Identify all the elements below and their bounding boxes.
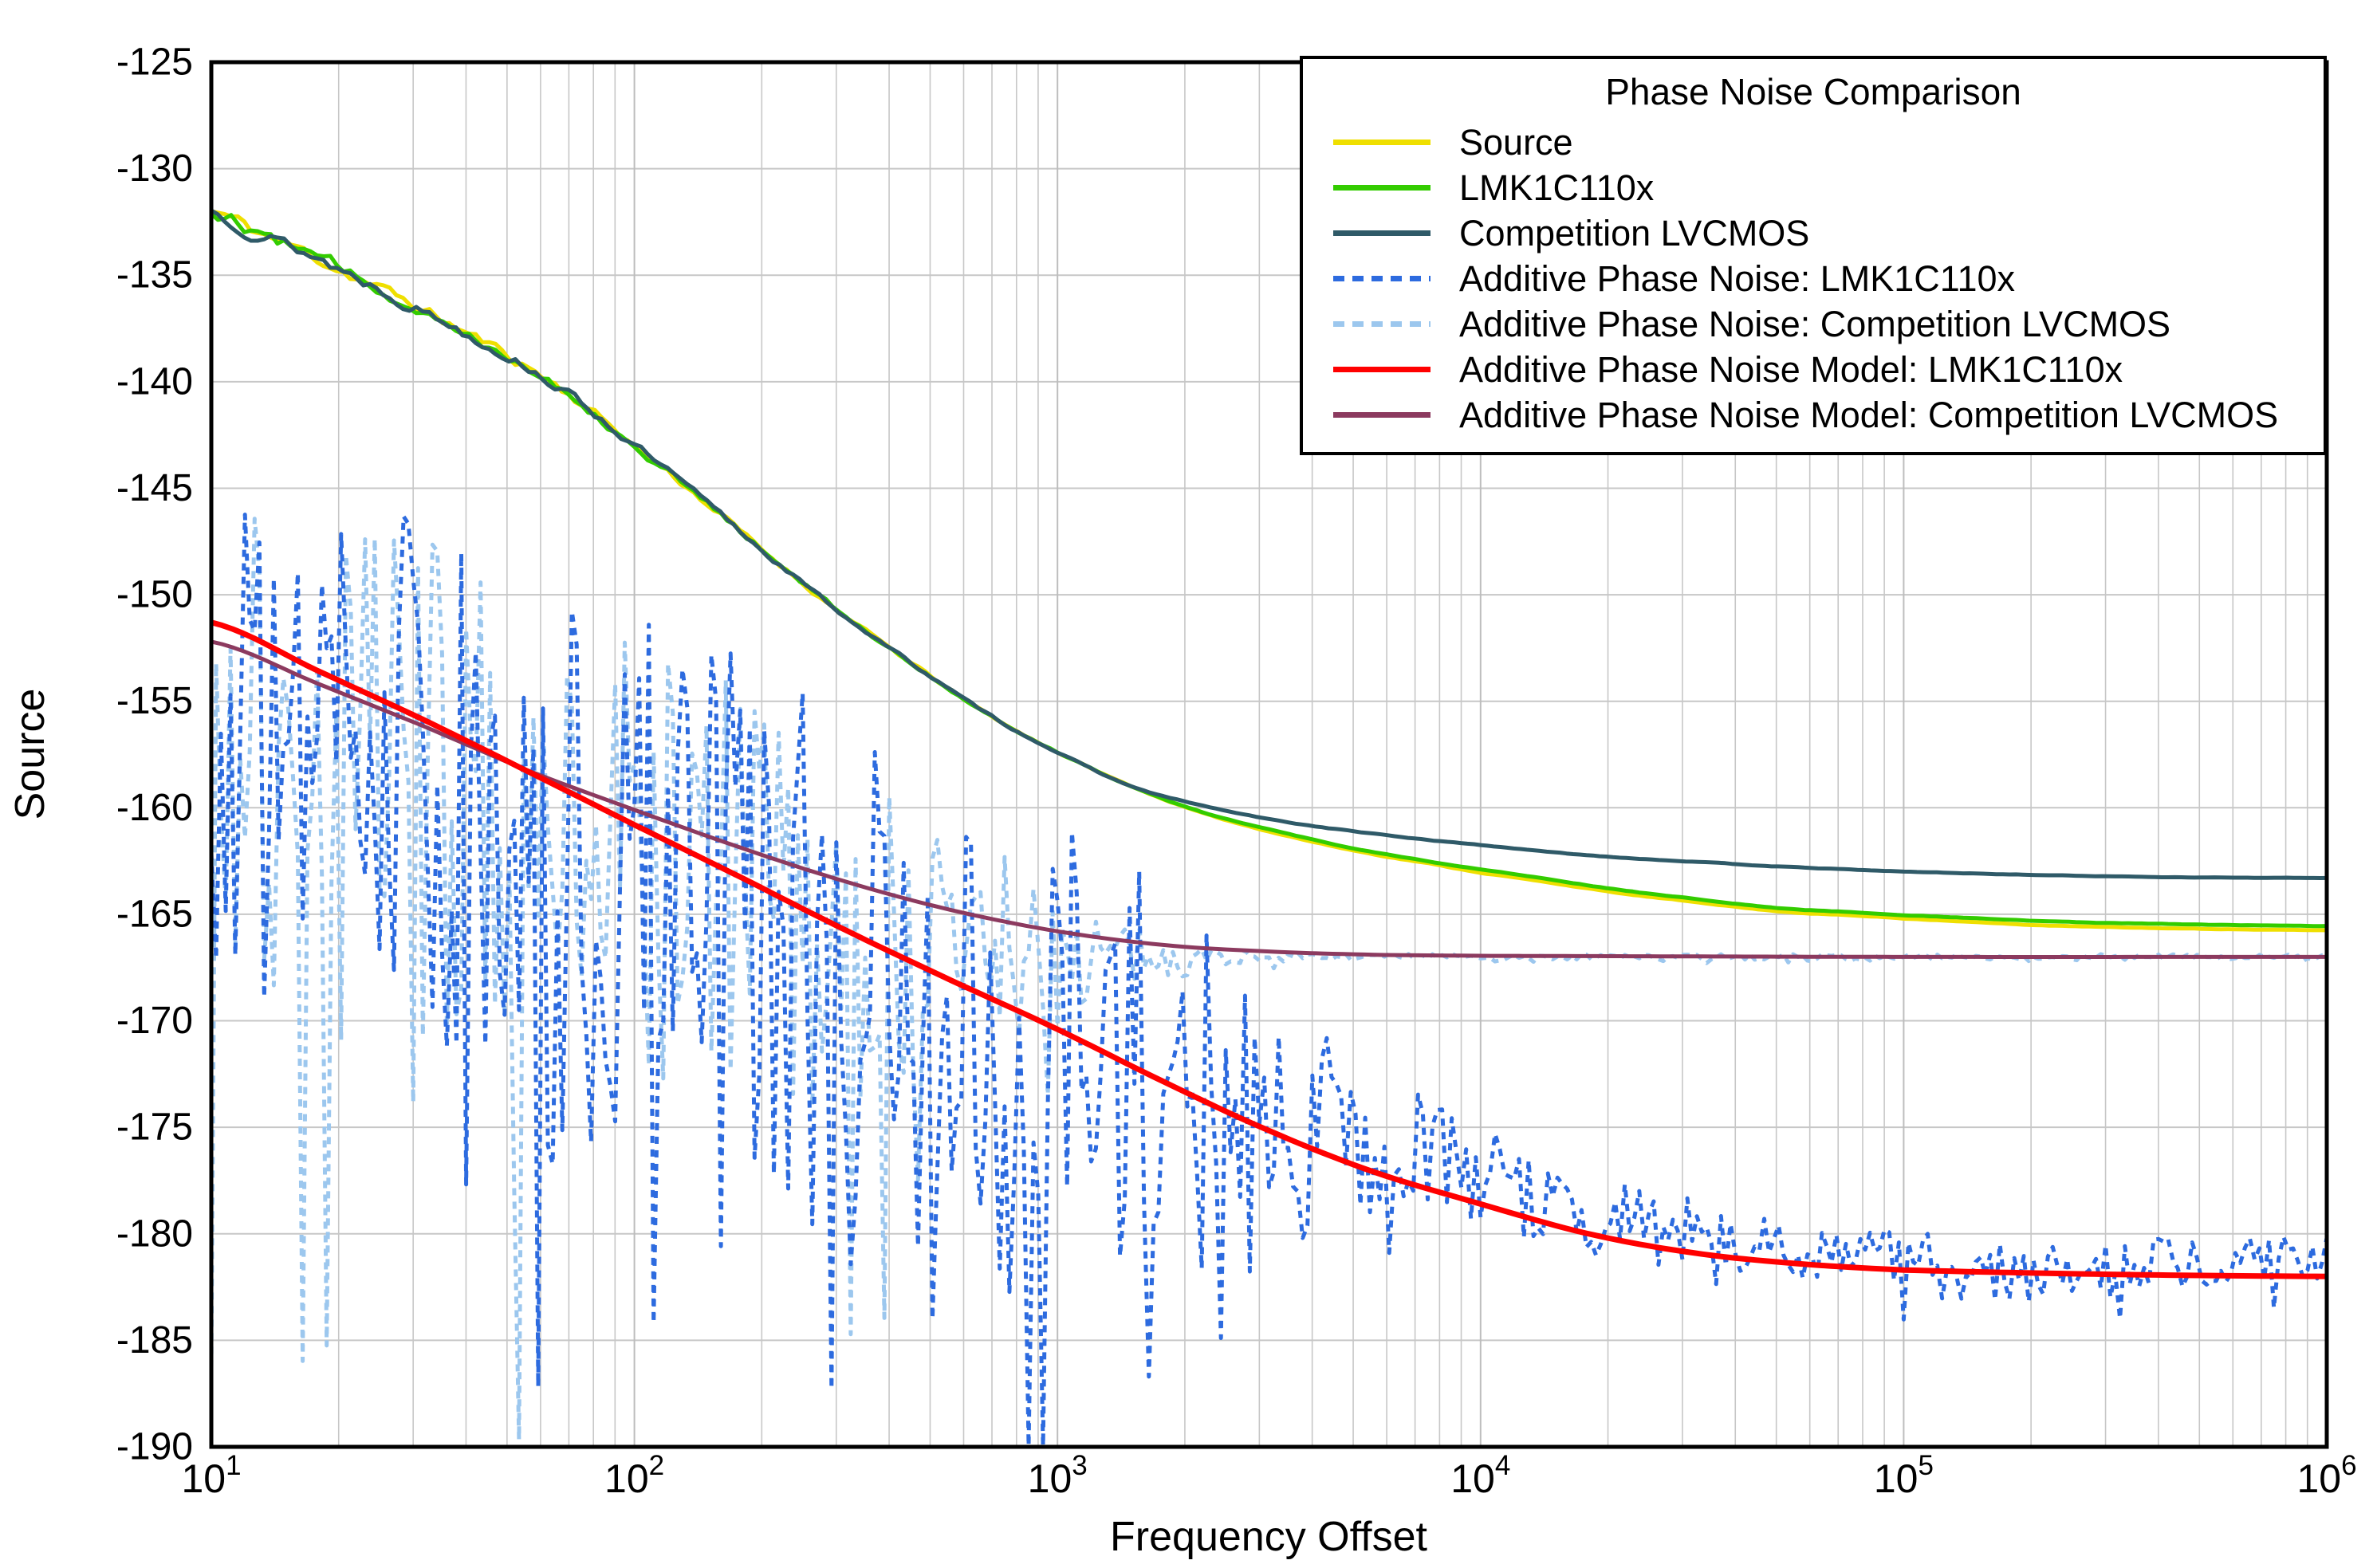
y-tick-label: -130 [116, 147, 193, 190]
y-tick-label: -170 [116, 1000, 193, 1042]
legend-line-sample [1333, 412, 1431, 418]
x-tick-label: 103 [1028, 1450, 1088, 1501]
y-tick-label: -160 [116, 787, 193, 829]
plot-border [209, 60, 2329, 1449]
x-tick-labels: 101 102 103 104 105 106 [181, 1450, 2356, 1501]
x-axis-label: Frequency Offset [1110, 1514, 1427, 1560]
legend-row: Competition LVCMOS [1311, 210, 2316, 256]
legend: Phase Noise Comparison Source LMK1C110x Co… [1300, 56, 2327, 455]
legend-label: Additive Phase Noise: Competition LVCMOS [1459, 303, 2171, 344]
legend-label: Competition LVCMOS [1459, 212, 1810, 253]
legend-line-sample [1333, 140, 1431, 145]
legend-line-sample [1333, 185, 1431, 191]
y-tick-labels: -125 -130 -135 -140 -145 -150 -155 -160 -165 -170… [116, 41, 193, 1468]
x-tick-label: 101 [181, 1450, 241, 1501]
legend-row: Additive Phase Noise Model: LMK1C110x [1311, 347, 2316, 392]
series-competition-lvcmos [211, 208, 2327, 880]
legend-line-sample [1333, 321, 1431, 327]
x-tick-label: 102 [604, 1450, 664, 1501]
y-tick-label: -140 [116, 360, 193, 403]
legend-line-sample [1333, 230, 1431, 236]
x-tick-label: 106 [2296, 1450, 2356, 1501]
legend-label: Additive Phase Noise Model: Competition … [1459, 394, 2279, 435]
legend-row: Additive Phase Noise: LMK1C110x [1311, 256, 2316, 301]
y-tick-label: -165 [116, 893, 193, 935]
y-tick-label: -125 [116, 41, 193, 84]
series-group [211, 208, 2327, 1447]
y-tick-label: -150 [116, 574, 193, 616]
series-additive-phase-noise-lmk1c110x [211, 513, 2327, 1447]
legend-row: Source [1311, 120, 2316, 165]
legend-label: Additive Phase Noise Model: LMK1C110x [1459, 348, 2123, 390]
legend-line-sample [1333, 276, 1431, 281]
x-tick-label: 104 [1450, 1450, 1510, 1501]
series-additive-phase-noise-model-competition-lvcmos [211, 639, 2327, 959]
legend-label: LMK1C110x [1459, 167, 1655, 208]
legend-line-sample [1333, 367, 1431, 372]
legend-title: Phase Noise Comparison [1605, 71, 2021, 112]
y-tick-label: -180 [116, 1212, 193, 1255]
legend-rows: Source LMK1C110x Competition LVCMOS Additiv… [1311, 120, 2316, 438]
x-tick-label: 105 [1874, 1450, 1934, 1501]
y-tick-label: -155 [116, 680, 193, 722]
gridlines [211, 62, 2327, 1447]
legend-row: Additive Phase Noise: Competition LVCMOS [1311, 301, 2316, 347]
legend-row: LMK1C110x [1311, 165, 2316, 210]
y-tick-label: -145 [116, 467, 193, 509]
series-additive-phase-noise-model-lmk1c110x [211, 619, 2327, 1279]
y-tick-label: -175 [116, 1106, 193, 1149]
y-tick-label: -185 [116, 1319, 193, 1362]
legend-label: Additive Phase Noise: LMK1C110x [1459, 257, 2016, 299]
y-tick-label: -135 [116, 254, 193, 297]
legend-label: Source [1459, 121, 1573, 163]
legend-row: Additive Phase Noise Model: Competition … [1311, 392, 2316, 438]
y-tick-label: -190 [116, 1426, 193, 1468]
y-axis-label: Source [7, 688, 53, 820]
